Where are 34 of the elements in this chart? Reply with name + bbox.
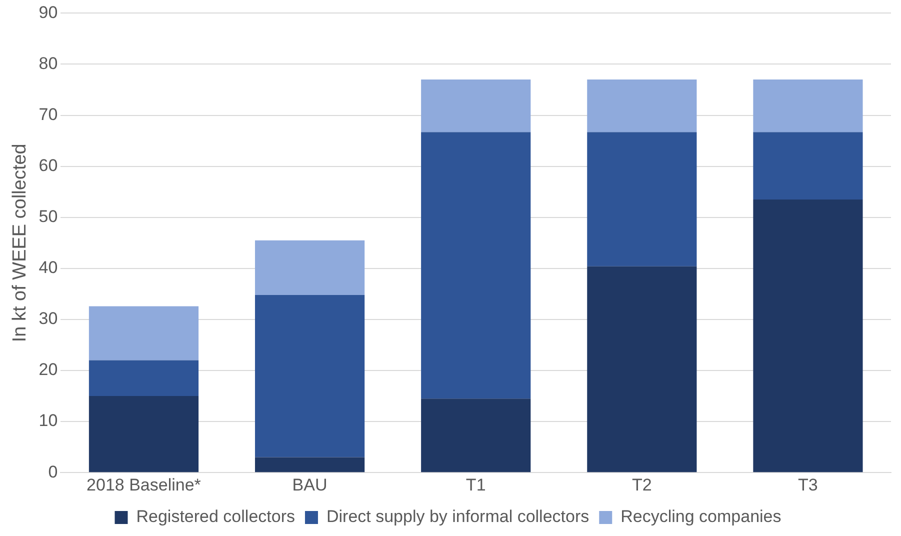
bar [254, 294, 365, 458]
bar [88, 360, 199, 396]
y-tick-label: 40 [38, 258, 58, 278]
y-axis-title: In kt of WEEE collected [10, 144, 31, 342]
bar [421, 398, 531, 472]
y-tick-label: 50 [38, 207, 58, 226]
y-tick-label: 90 [38, 2, 58, 22]
y-tick-label: 10 [38, 411, 58, 430]
bar [753, 132, 863, 200]
bar [421, 80, 531, 132]
legend-label: Registered collectors [136, 507, 295, 526]
bar [254, 240, 365, 295]
bar [753, 80, 863, 132]
y-tick-label: 0 [48, 462, 58, 482]
y-tick-label: 30 [38, 309, 58, 328]
x-tick-label: 2018 Baseline* [86, 475, 202, 494]
legend-label: Recycling companies [620, 507, 782, 526]
y-tick-label: 60 [38, 156, 58, 176]
bar [421, 132, 531, 399]
bar [587, 132, 697, 266]
bar [88, 396, 199, 472]
bar [753, 200, 863, 472]
x-tick-label: T2 [632, 475, 652, 494]
bar [587, 80, 697, 132]
x-tick-label: BAU [292, 475, 328, 494]
y-tick-label: 80 [38, 54, 58, 73]
bar [587, 266, 697, 472]
bar [88, 306, 199, 360]
y-tick-label: 70 [38, 104, 58, 124]
y-tick-label: 20 [38, 360, 58, 380]
bar [254, 457, 365, 472]
x-tick-label: T1 [466, 475, 486, 494]
x-tick-label: T3 [798, 475, 818, 494]
legend-label: Direct supply by informal collectors [326, 507, 590, 526]
